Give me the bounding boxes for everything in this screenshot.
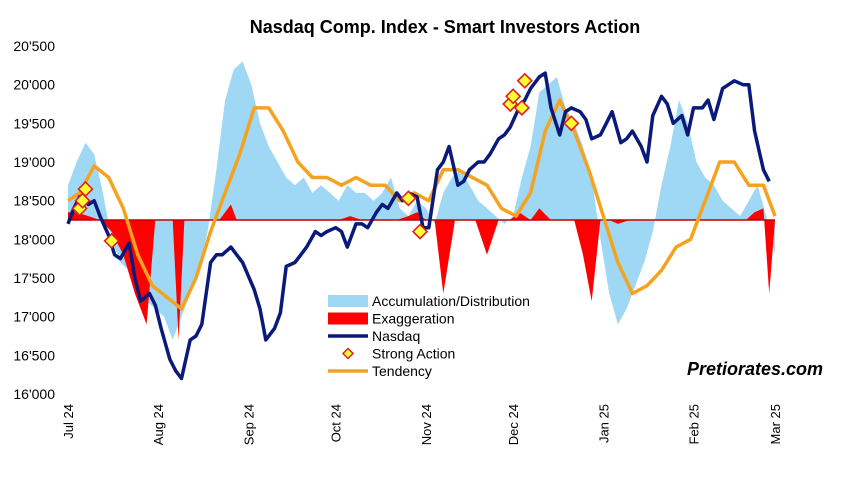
legend-swatch-exaggeration (328, 312, 368, 325)
x-tick-label: Dec 24 (506, 404, 521, 445)
strong-action-marker (516, 72, 533, 89)
y-tick-label: 18'000 (13, 231, 55, 247)
strong-action-marker (513, 99, 531, 116)
y-tick-label: 20'500 (13, 38, 55, 54)
legend-swatch-strong (341, 347, 355, 360)
strong-action-marker (103, 232, 120, 250)
legend: Accumulation/Distribution ExaggerationNas… (328, 293, 530, 379)
watermark-text: Pretiorates.com (687, 359, 823, 379)
y-tick-label: 18'500 (13, 193, 55, 209)
x-tick-label: Sep 24 (241, 404, 256, 445)
x-tick-label: Oct 24 (329, 404, 344, 442)
y-tick-label: 16'000 (13, 386, 55, 402)
y-tick-label: 16'500 (13, 347, 55, 363)
x-tick-label: Jul 24 (61, 404, 76, 439)
strong-action-marker (563, 115, 580, 132)
x-tick-label: Jan 25 (596, 404, 611, 443)
chart-title: Nasdaq Comp. Index - Smart Investors Act… (250, 17, 640, 37)
y-axis-ticks: 16'000 16'500 17'000 17'500 18'000 18'500 19'0… (13, 38, 55, 402)
nasdaq-line (66, 71, 771, 381)
strong-action-marker (74, 192, 91, 209)
legend-label-accumulation: Accumulation/Distribution (372, 293, 530, 309)
strong-action-marker (77, 180, 94, 198)
legend-label-exaggeration: Exaggeration (372, 311, 455, 327)
plot-area (66, 61, 777, 381)
tendency-line (67, 98, 777, 311)
exaggeration-area (68, 204, 775, 340)
y-tick-label: 19'500 (13, 115, 55, 131)
legend-label-nasdaq: Nasdaq (372, 328, 420, 344)
x-tick-label: Mar 25 (768, 404, 783, 444)
x-axis-ticks: Jul 24 Aug 24 Sep 24 Oct 24 Nov 24 Dec 24 Jan … (61, 404, 783, 445)
accumulation-area (68, 61, 775, 340)
strong-action-marker (411, 223, 429, 240)
y-tick-label: 17'000 (13, 309, 55, 325)
x-tick-label: Feb 25 (687, 404, 702, 444)
strong-action-marker (505, 88, 522, 105)
y-tick-label: 19'000 (13, 154, 55, 170)
legend-label-strong: Strong Action (372, 346, 455, 362)
legend-label-tendency: Tendency (372, 363, 432, 379)
x-tick-label: Aug 24 (151, 404, 166, 445)
strong-action-marker (400, 190, 417, 207)
legend-swatch-accumulation (328, 295, 368, 307)
y-tick-label: 17'500 (13, 270, 55, 286)
y-tick-label: 20'000 (13, 77, 55, 93)
x-tick-label: Nov 24 (419, 404, 434, 445)
